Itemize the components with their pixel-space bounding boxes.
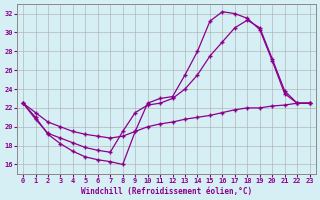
X-axis label: Windchill (Refroidissement éolien,°C): Windchill (Refroidissement éolien,°C) xyxy=(81,187,252,196)
